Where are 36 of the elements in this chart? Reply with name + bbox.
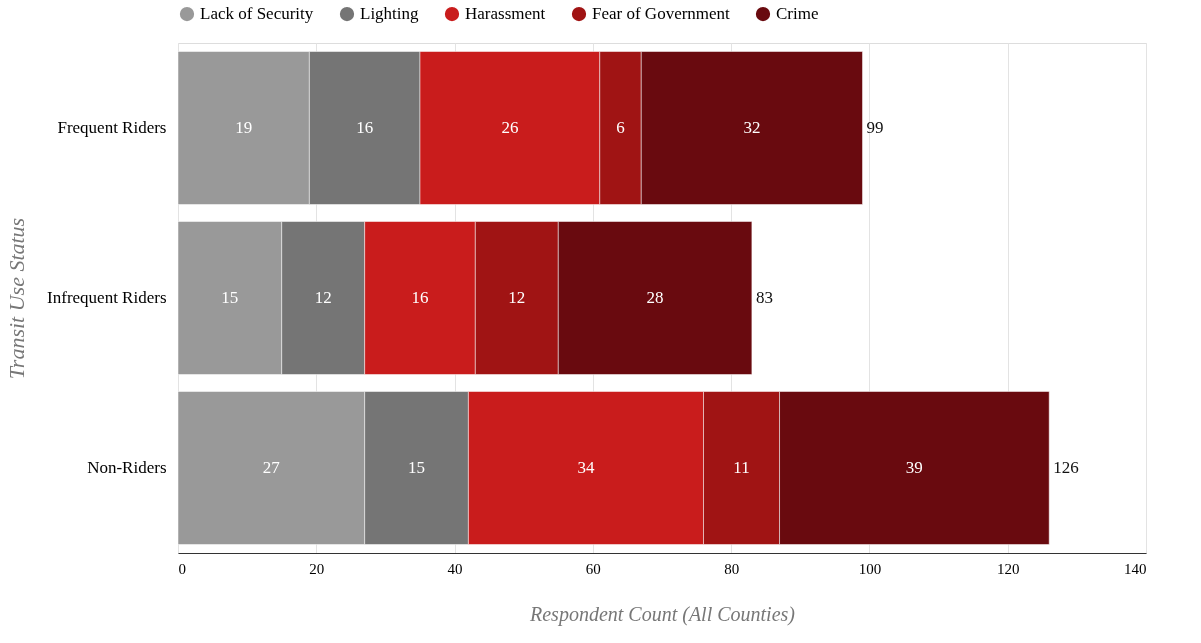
data-label: 6: [616, 118, 625, 137]
data-label: 32: [743, 118, 761, 137]
total-label: 99: [866, 118, 884, 137]
data-label: 15: [221, 288, 239, 307]
data-label: 26: [501, 118, 519, 137]
data-label: 28: [646, 288, 664, 307]
x-axis-title: Respondent Count (All Counties): [529, 602, 796, 626]
data-label: 16: [356, 118, 374, 137]
total-label: 126: [1053, 458, 1079, 477]
legend-label: Harassment: [465, 4, 546, 24]
data-label: 39: [905, 458, 923, 477]
legend-label: Lighting: [360, 4, 420, 24]
x-tick-label: 60: [585, 560, 601, 577]
y-tick-label: Frequent Riders: [57, 118, 167, 137]
x-tick-label: 100: [858, 560, 882, 577]
legend-label: Crime: [776, 4, 819, 24]
data-label: 27: [262, 458, 281, 477]
data-label: 19: [235, 118, 253, 137]
x-tick-label: 40: [447, 560, 463, 577]
y-axis-title: Transit Use Status: [4, 217, 30, 380]
data-label: 15: [408, 458, 426, 477]
y-tick-label: Infrequent Riders: [47, 288, 167, 307]
legend-label: Fear of Government: [592, 4, 731, 24]
data-label: 34: [577, 458, 595, 477]
x-tick-label: 20: [309, 560, 325, 577]
x-tick-label: 120: [996, 560, 1020, 577]
data-label: 11: [733, 458, 750, 477]
x-tick-label: 140: [1124, 560, 1147, 577]
data-label: 12: [314, 288, 332, 307]
legend-label: Lack of Security: [200, 4, 314, 24]
total-label: 83: [755, 288, 773, 307]
data-label: 16: [411, 288, 429, 307]
y-tick-label: Non-Riders: [87, 458, 167, 477]
data-label: 12: [508, 288, 526, 307]
x-tick-label: 80: [724, 560, 740, 577]
x-tick-label: 0: [178, 560, 186, 577]
